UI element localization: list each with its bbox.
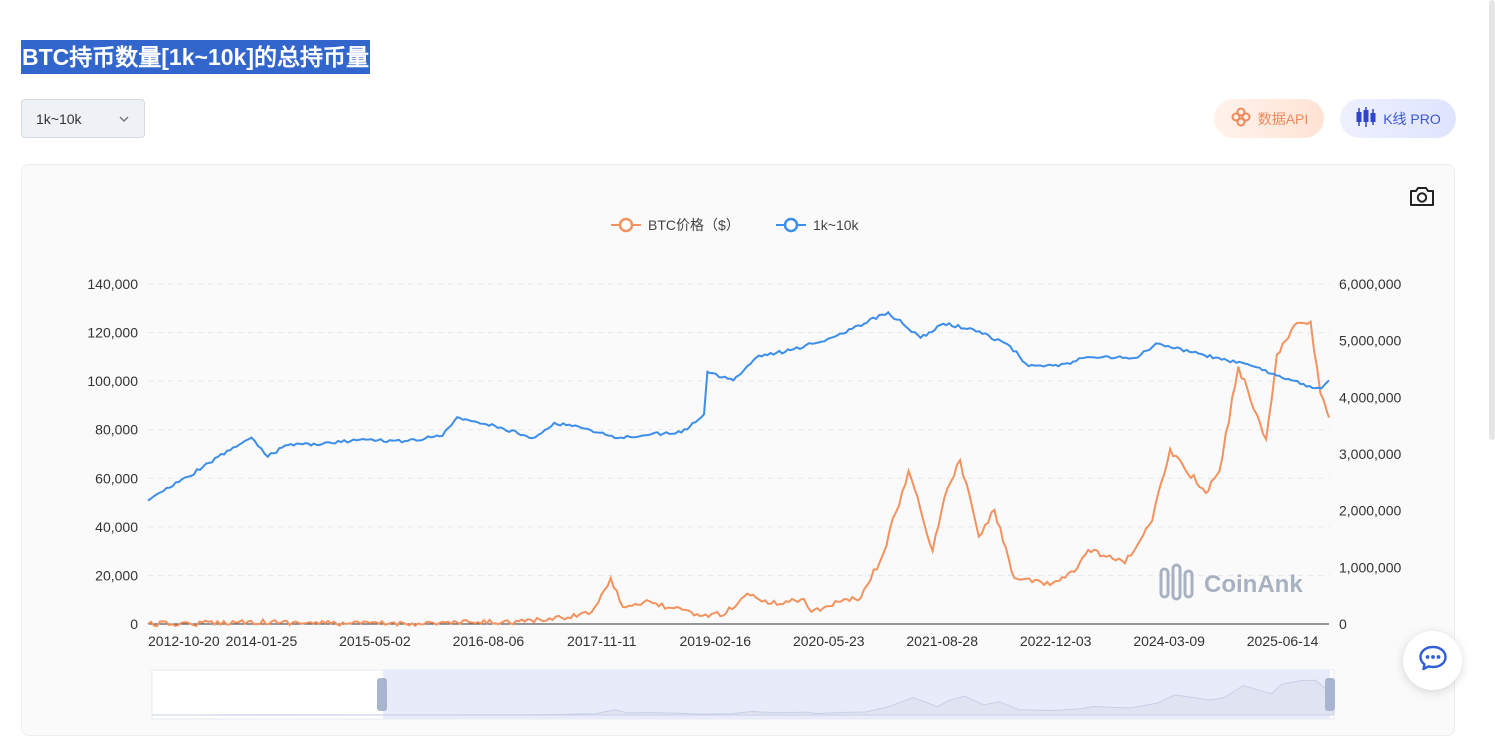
candlestick-icon (1355, 106, 1377, 131)
legend[interactable]: BTC价格（$） 1k~10k (611, 217, 860, 233)
chevron-down-icon (118, 112, 130, 128)
range-select[interactable]: 1k~10k (21, 99, 145, 138)
slider-preview-line (152, 679, 1335, 716)
range-select-value: 1k~10k (36, 110, 82, 127)
kline-pro-button[interactable]: K线 PRO (1340, 99, 1456, 138)
chart-card (21, 164, 1455, 736)
chat-icon (1418, 644, 1448, 677)
page-title: BTC持币数量[1k~10k]的总持币量 (21, 40, 370, 74)
page-scrollbar[interactable] (1489, 0, 1495, 440)
legend-label-holdings: 1k~10k (813, 217, 860, 233)
chat-button[interactable] (1403, 631, 1462, 690)
slider-handle-left[interactable] (377, 678, 387, 711)
data-api-button[interactable]: 数据API (1214, 99, 1324, 138)
slider-handle-right[interactable] (1325, 678, 1335, 711)
legend-item-holdings[interactable]: 1k~10k (776, 217, 860, 233)
api-icon (1230, 106, 1252, 131)
kline-pro-label: K线 PRO (1383, 110, 1441, 127)
data-api-label: 数据API (1257, 110, 1309, 127)
legend-label-price: BTC价格（$） (648, 217, 740, 233)
camera-icon[interactable] (1408, 184, 1436, 213)
data-zoom-slider[interactable] (151, 669, 1335, 720)
legend-item-price[interactable]: BTC价格（$） (611, 217, 740, 233)
